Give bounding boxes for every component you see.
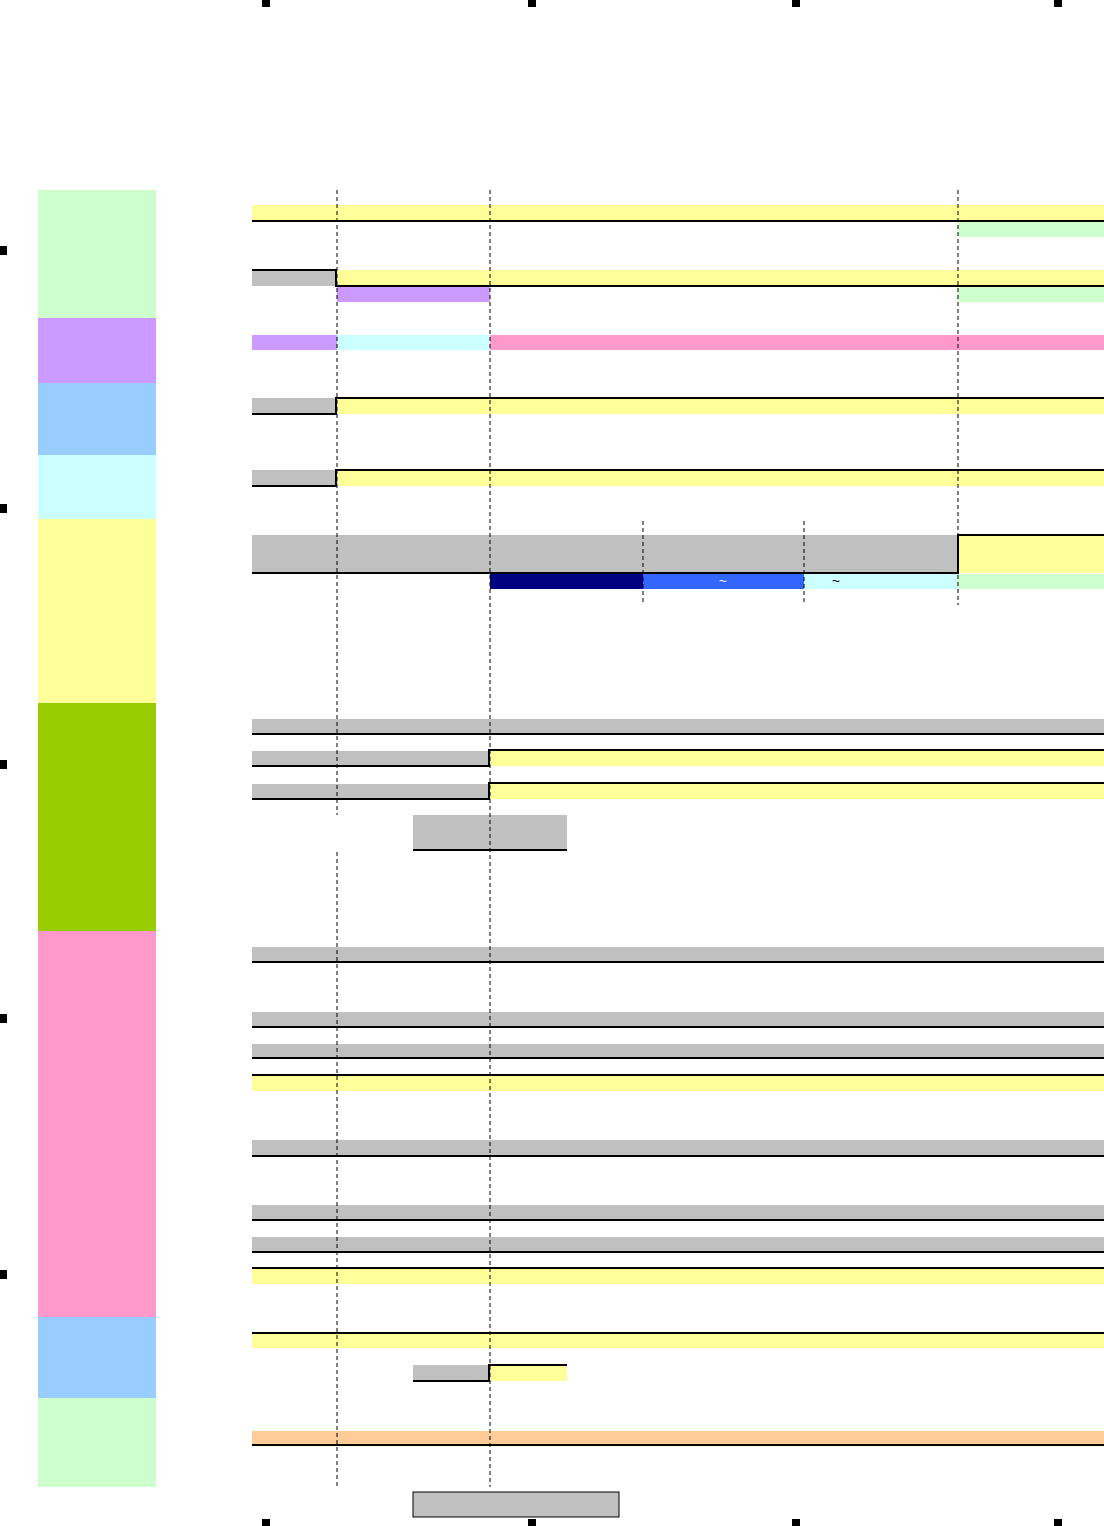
group-bands	[38, 190, 156, 1487]
marker: ~	[719, 573, 727, 589]
registration-marks	[0, 0, 1062, 1526]
signal-fills	[252, 205, 1104, 1518]
marker: ~	[832, 573, 840, 589]
signal-lines	[252, 220, 1104, 1446]
